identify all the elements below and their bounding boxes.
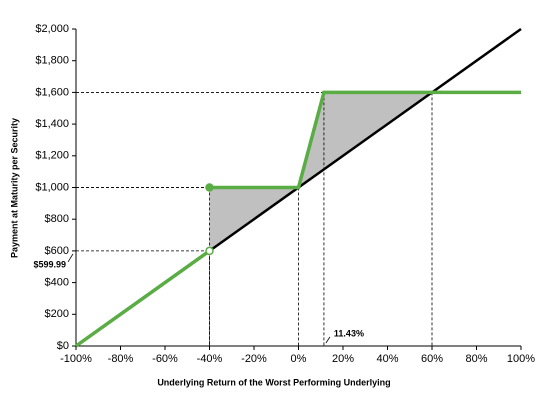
annotation-label: $599.99 (33, 259, 66, 269)
y-tick-label: $1,600 (35, 86, 69, 98)
x-tick-label: 20% (332, 353, 354, 365)
x-tick-label: -80% (108, 353, 134, 365)
y-tick-label: $1,000 (35, 181, 69, 193)
point-marker (205, 183, 214, 192)
x-tick-label: -40% (197, 353, 223, 365)
y-tick-label: $600 (45, 245, 69, 257)
annotation-label: 11.43% (334, 328, 364, 338)
x-tick-label: 80% (465, 353, 487, 365)
y-tick-label: $400 (45, 277, 69, 289)
y-axis-label: Payment at Maturity per Security (9, 118, 19, 258)
x-tick-label: 100% (507, 353, 535, 365)
x-tick-label: 60% (421, 353, 443, 365)
x-tick-label: -100% (60, 353, 92, 365)
y-tick-label: $800 (45, 213, 69, 225)
y-tick-label: $1,400 (35, 118, 69, 130)
x-tick-label: 0% (291, 353, 307, 365)
series-line (74, 90, 521, 348)
annotation-tick (325, 336, 331, 344)
x-tick-label: -20% (241, 353, 267, 365)
point-marker (205, 246, 214, 256)
y-tick-label: $0 (57, 340, 69, 352)
y-tick-label: $1,800 (35, 55, 69, 67)
x-tick-label: -60% (152, 353, 178, 365)
x-axis-label: Underlying Return of the Worst Performin… (157, 377, 390, 387)
y-tick-label: $1,200 (35, 150, 69, 162)
x-tick-label: 40% (376, 353, 398, 365)
y-tick-label: $2,000 (35, 23, 69, 35)
annotation-tick (67, 253, 74, 263)
y-tick-label: $200 (45, 308, 69, 320)
